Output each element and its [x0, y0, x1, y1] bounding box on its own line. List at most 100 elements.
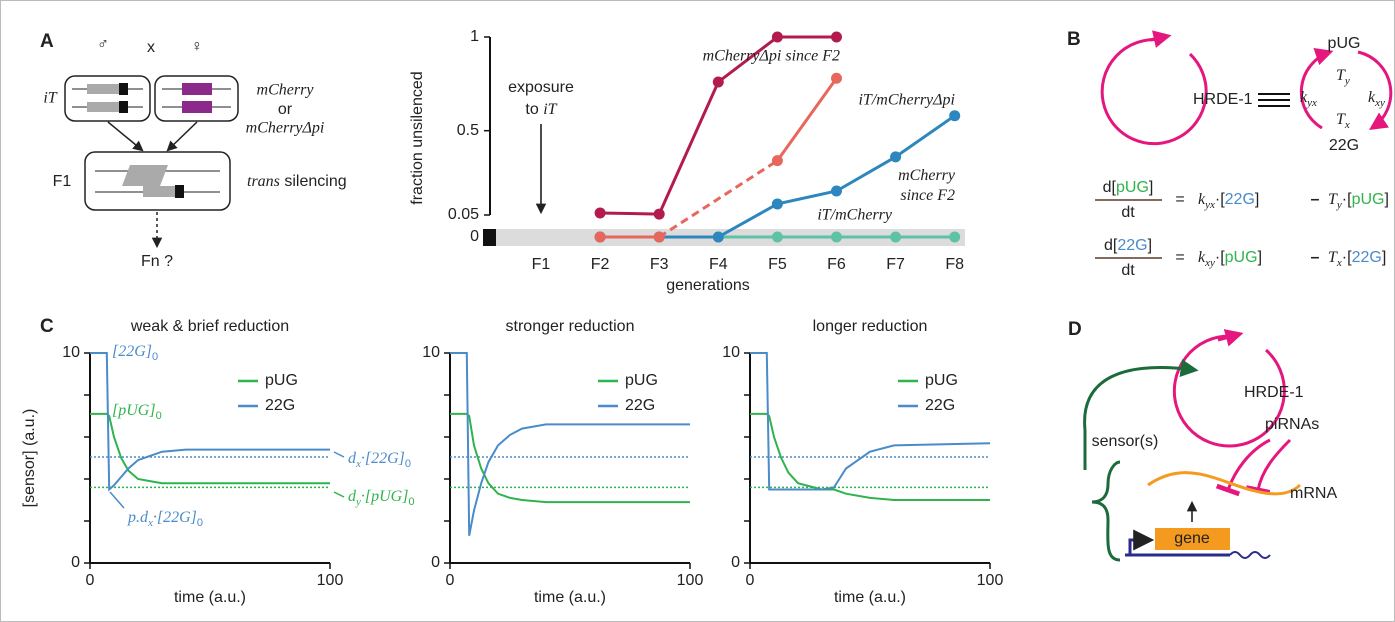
text-part: mCherry [898, 167, 956, 184]
x-tick-label: F4 [709, 256, 728, 273]
text-part: ] [1255, 191, 1259, 208]
gene-block [119, 101, 128, 113]
x-tick-label: 100 [317, 572, 344, 589]
x-tick-label: 0 [746, 572, 755, 589]
point [712, 231, 724, 243]
male-symbol: ♂ [97, 36, 109, 53]
y-tick-label: 0.05 [448, 206, 479, 223]
text-part: 0 [152, 351, 158, 363]
text-part: x [1336, 257, 1342, 269]
gene-block [87, 102, 119, 112]
pirna-label: piRNAs [1265, 416, 1319, 433]
species-label: pUG [1328, 35, 1361, 52]
x-tick-label: F8 [945, 256, 964, 273]
gene-block [175, 185, 184, 198]
axis-title: time (a.u.) [834, 589, 906, 606]
chart-title: stronger reduction [506, 318, 635, 335]
text-part: ·[22G] [153, 509, 197, 526]
mrna [1147, 471, 1302, 496]
point [712, 76, 724, 88]
text-part: d[ [1103, 179, 1117, 196]
series-label: mCherryΔpi since F2 [703, 48, 840, 65]
text-part: ] [1384, 191, 1388, 208]
strain-label: mCherryΔpi [246, 120, 325, 137]
or-label: or [278, 101, 293, 118]
text-part: y [1344, 75, 1350, 87]
protein-label: HRDE-1 [1244, 384, 1304, 401]
axis-title: fraction unsilenced [409, 71, 426, 204]
axis-title: [sensor] (a.u.) [21, 409, 38, 508]
silencing-label: trans silencing [247, 173, 347, 191]
formula: Ty·[pUG] [1328, 191, 1389, 211]
inhibition [1215, 438, 1271, 497]
formula: kxy·[pUG] [1198, 249, 1262, 269]
gene-block [182, 101, 212, 113]
text-part: 22G [1117, 237, 1147, 254]
formula: to iT [525, 101, 557, 119]
point [653, 231, 665, 243]
point [831, 231, 842, 243]
annotation: p.dx·[22G]0 [127, 509, 203, 529]
protein-label: HRDE-1 [1193, 91, 1253, 108]
formula: kxy [1368, 89, 1385, 109]
y-tick-label: 0.5 [457, 122, 479, 139]
text-part: [pUG] [112, 402, 156, 419]
annotation: [pUG]0 [112, 402, 162, 422]
text-part: 22G [1225, 191, 1255, 208]
text-part: pUG [1352, 191, 1385, 208]
axis-title: time (a.u.) [174, 589, 246, 606]
series-label: iT/mCherryΔpi [858, 92, 955, 109]
equivalence-sign [1258, 93, 1290, 107]
arrow [166, 121, 198, 152]
point [771, 31, 783, 43]
formula: – [1311, 249, 1320, 266]
text-part: k [1368, 89, 1376, 106]
panel-a-diagram: A ♂ x ♀ iT mCherry or mCherryΔpi F1 tran… [40, 31, 347, 270]
legend-label: 22G [625, 397, 655, 414]
series-line [450, 412, 690, 504]
annotation: exposure [508, 79, 574, 96]
series-line [750, 412, 990, 501]
point [890, 231, 902, 243]
formula: d[pUG] [1103, 179, 1154, 196]
text-part: x [355, 458, 361, 470]
text-part: silencing [280, 173, 347, 190]
text-part: [22G] [112, 343, 152, 360]
point [771, 198, 783, 210]
point [771, 231, 783, 243]
formula: d[22G] [1104, 237, 1152, 254]
formula: dt [1121, 204, 1135, 221]
text-part: 0 [405, 458, 411, 470]
legend-label: pUG [265, 372, 298, 389]
text-part: ] [1382, 249, 1386, 266]
x-tick-label: F2 [591, 256, 610, 273]
promoter [1125, 540, 1230, 555]
y-tick-label: 1 [470, 28, 479, 45]
text-part: k [1300, 89, 1308, 106]
point [949, 231, 961, 243]
formula: Tx [1336, 111, 1350, 131]
text-part: T [1336, 67, 1346, 84]
f1-box [84, 151, 231, 211]
text-part: 0 [197, 517, 203, 529]
text-part: T [1328, 191, 1338, 208]
x-tick-label: 100 [677, 572, 704, 589]
gene-block [143, 186, 175, 197]
text-part: d[ [1104, 237, 1118, 254]
text-part: ·[pUG] [361, 488, 409, 505]
point [890, 151, 902, 163]
arrow [107, 121, 144, 152]
brace [1091, 460, 1121, 562]
text-part: x [1344, 119, 1350, 131]
point [831, 185, 842, 197]
legend-label: 22G [925, 397, 955, 414]
y-tick-label: 10 [422, 344, 440, 361]
y-tick-label: 0 [470, 228, 479, 245]
strain-label: iT [43, 90, 57, 107]
text-part: T [1336, 111, 1346, 128]
chart-title: weak & brief reduction [130, 318, 289, 335]
cycle-arrow [1299, 48, 1334, 130]
panel-d-diagram: D HRDE-1 sensor(s) piRNAs mRNA gene [1068, 319, 1337, 562]
text-part: ·[ [1215, 191, 1225, 208]
